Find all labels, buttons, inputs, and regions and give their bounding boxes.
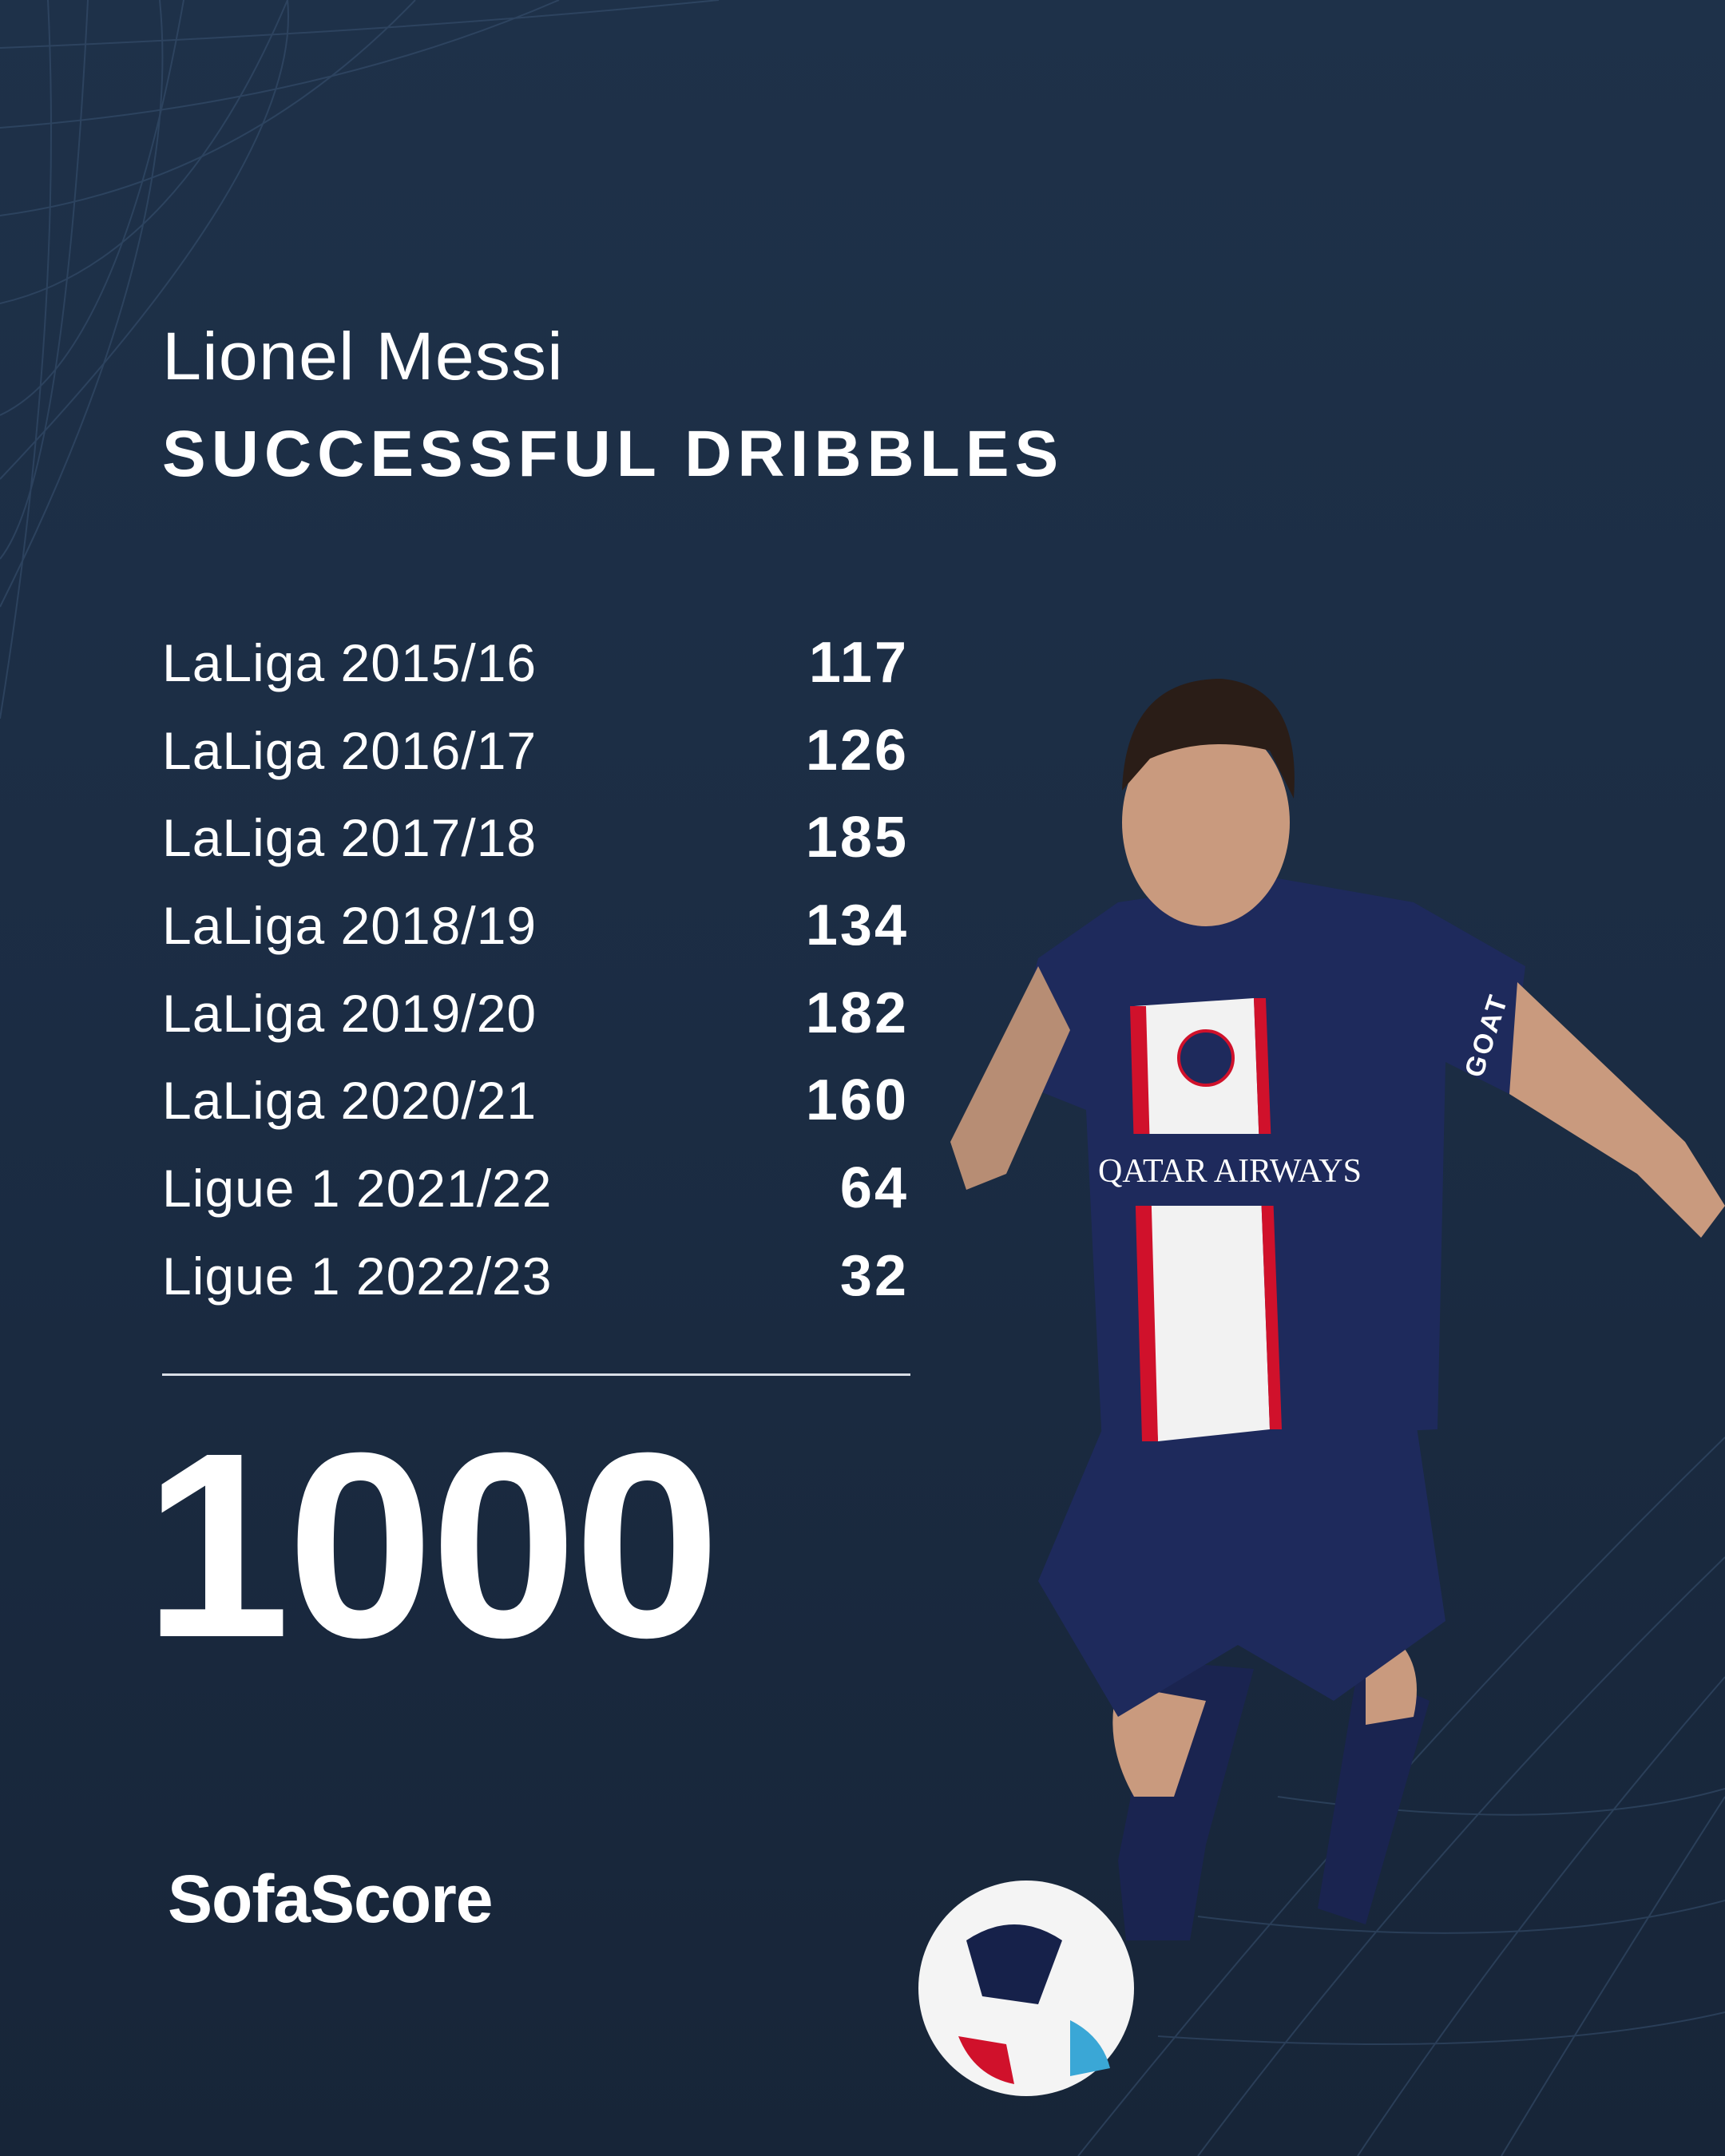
season-label: Ligue 1 2022/23	[162, 1246, 553, 1306]
season-value: 185	[805, 806, 909, 870]
season-value: 117	[808, 631, 909, 695]
player-name: Lionel Messi	[162, 319, 564, 394]
season-value: 182	[805, 981, 909, 1045]
season-label: LaLiga 2018/19	[162, 896, 537, 955]
player-photo: QATAR AIRWAYS GOAT	[918, 679, 1725, 2096]
psg-crest-icon	[1177, 1029, 1235, 1087]
season-label: LaLiga 2016/17	[162, 721, 537, 780]
season-label: LaLiga 2015/16	[162, 633, 537, 692]
sponsor-text: QATAR AIRWAYS	[1098, 1153, 1362, 1190]
season-value: 160	[805, 1068, 909, 1132]
season-row: LaLiga 2015/16 117	[162, 623, 909, 703]
stat-title: SUCCESSFUL DRIBBLES	[162, 418, 1065, 490]
season-row: LaLiga 2018/19 134	[162, 886, 909, 965]
season-value: 126	[805, 719, 909, 783]
season-row: LaLiga 2016/17 126	[162, 711, 909, 791]
sofascore-logo: SofaScore	[168, 1861, 493, 1936]
season-label: Ligue 1 2021/22	[162, 1159, 553, 1218]
season-row: Ligue 1 2022/23 32	[162, 1236, 909, 1316]
season-label: LaLiga 2019/20	[162, 984, 537, 1043]
season-row: LaLiga 2017/18 185	[162, 798, 909, 878]
season-row: Ligue 1 2021/22 64	[162, 1148, 909, 1228]
season-value: 134	[805, 894, 909, 957]
total-value: 1000	[144, 1397, 720, 1692]
season-row: LaLiga 2019/20 182	[162, 973, 909, 1053]
season-label: LaLiga 2017/18	[162, 808, 537, 867]
season-row: LaLiga 2020/21 160	[162, 1060, 909, 1140]
divider	[162, 1373, 910, 1376]
season-value: 32	[839, 1244, 909, 1308]
season-label: LaLiga 2020/21	[162, 1071, 537, 1130]
season-value: 64	[839, 1156, 909, 1220]
